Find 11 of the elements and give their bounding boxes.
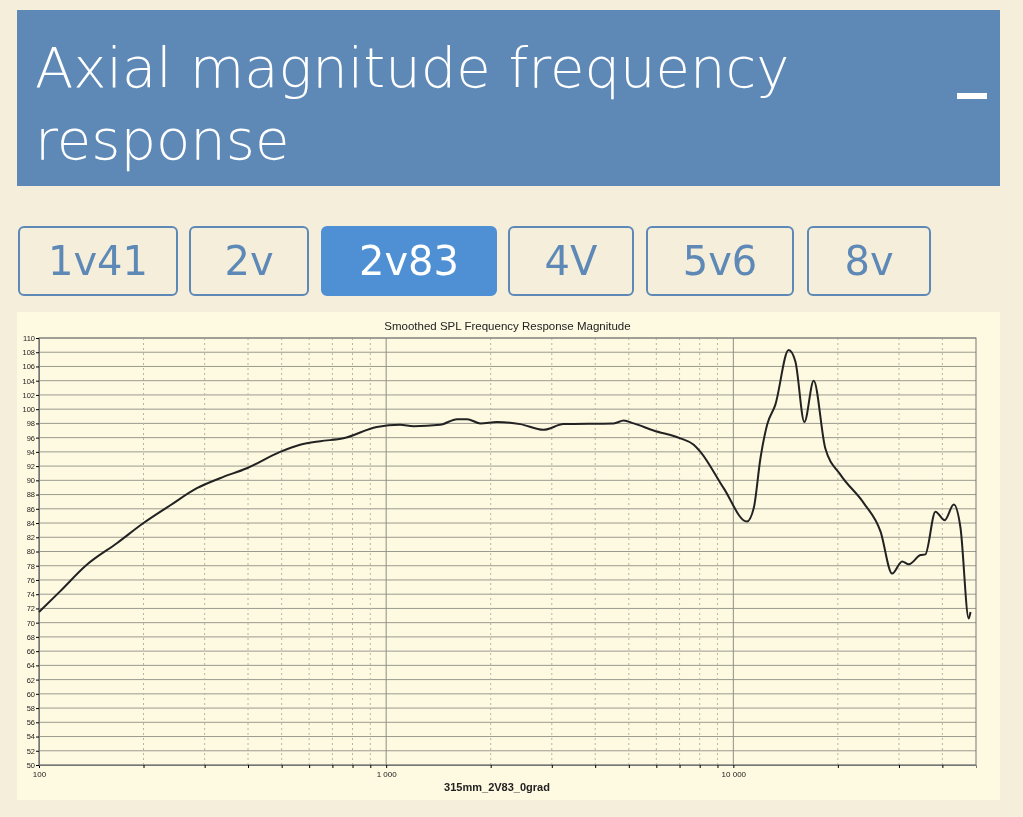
option-button: 4V [508, 226, 634, 296]
chart-subtitle: Smoothed SPL Frequency Response Magnitude [384, 320, 631, 332]
option-button: 5v6 [646, 226, 794, 296]
chart-title: Axial magnitude frequency response [35, 34, 791, 174]
option-button: 2v [189, 226, 309, 296]
option-button: 2v83 [321, 226, 497, 296]
option-button: 1v41 [18, 226, 178, 296]
x-axis-title: 315mm_2V83_0grad [444, 781, 550, 793]
x-tick-label: 10 000 [721, 769, 747, 779]
option-button: 8v [807, 226, 931, 296]
x-tick-label: 1 000 [376, 769, 398, 779]
